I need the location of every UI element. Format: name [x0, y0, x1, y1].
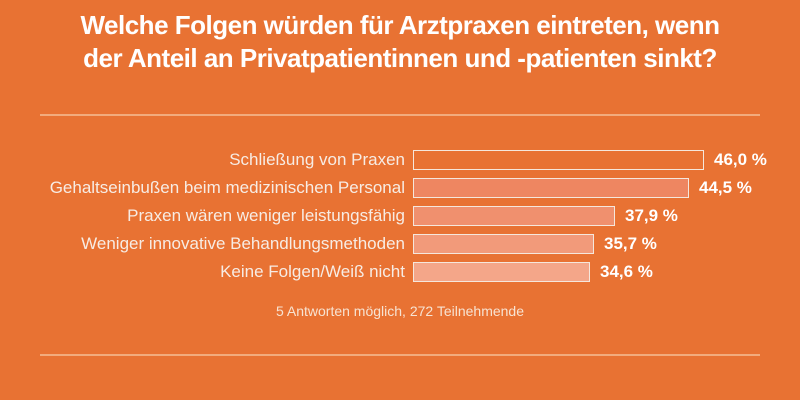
value-label: 46,0 % [714, 150, 767, 169]
bar [413, 150, 704, 170]
category-label: Weniger innovative Behandlungsmethoden [81, 234, 405, 253]
value-label: 34,6 % [600, 262, 653, 281]
category-label: Praxen wären weniger leistungsfähig [127, 206, 405, 225]
bar-row: Gehaltseinbußen beim medizinischen Perso… [0, 178, 800, 198]
bar-chart: Schließung von Praxen 46,0 % Gehaltseinbuß… [0, 150, 800, 290]
bar [413, 178, 689, 198]
value-label: 44,5 % [699, 178, 752, 197]
bar [413, 234, 594, 254]
chart-title: Welche Folgen würden für Arztpraxen eint… [0, 9, 800, 75]
category-label: Schließung von Praxen [229, 150, 405, 169]
chart-title-line-2: der Anteil an Privatpatientinnen und -pa… [83, 43, 717, 73]
bar [413, 262, 590, 282]
footnote: 5 Antworten möglich, 272 Teilnehmende [275, 303, 524, 319]
bar-row: Schließung von Praxen 46,0 % [0, 150, 800, 170]
bar-row: Weniger innovative Behandlungsmethoden 35… [0, 234, 800, 254]
category-label: Keine Folgen/Weiß nicht [220, 262, 405, 281]
value-label: 35,7 % [604, 234, 657, 253]
bar [413, 206, 615, 226]
top-divider [40, 114, 760, 116]
bar-row: Keine Folgen/Weiß nicht 34,6 % [0, 262, 800, 282]
value-label: 37,9 % [625, 206, 678, 225]
bar-row: Praxen wären weniger leistungsfähig 37,9 … [0, 206, 800, 226]
category-label: Gehaltseinbußen beim medizinischen Perso… [49, 178, 405, 197]
chart-title-line-1: Welche Folgen würden für Arztpraxen eint… [80, 10, 720, 40]
bottom-divider [40, 354, 760, 356]
